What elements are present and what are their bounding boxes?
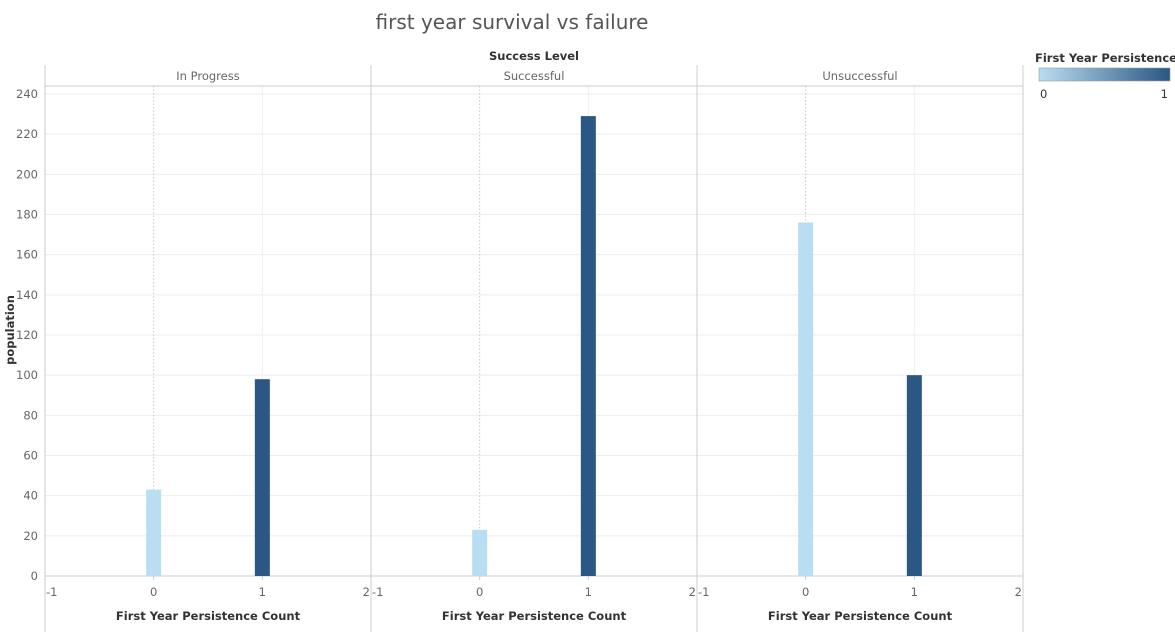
x-tick-label: 2 bbox=[363, 585, 370, 599]
x-axis-title: First Year Persistence Count bbox=[768, 609, 953, 623]
x-axis-title: First Year Persistence Count bbox=[442, 609, 627, 623]
bar[interactable] bbox=[472, 529, 488, 576]
legend-title: First Year Persistence .. bbox=[1035, 51, 1175, 65]
x-tick-label: -1 bbox=[698, 585, 709, 599]
y-tick-label: 120 bbox=[16, 328, 38, 342]
x-tick-label: -1 bbox=[372, 585, 383, 599]
chart-title: first year survival vs failure bbox=[376, 10, 649, 34]
bars bbox=[146, 116, 922, 577]
panel-label-unsuccessful: Unsuccessful bbox=[822, 69, 897, 83]
y-tick-label: 160 bbox=[16, 248, 38, 262]
x-tick-label: 1 bbox=[911, 585, 918, 599]
legend-max-label: 1 bbox=[1161, 87, 1168, 101]
x-tick-label: 0 bbox=[150, 585, 157, 599]
legend-min-label: 0 bbox=[1040, 87, 1047, 101]
panel-label-in-progress: In Progress bbox=[176, 69, 239, 83]
bar[interactable] bbox=[798, 222, 814, 577]
y-tick-label: 80 bbox=[23, 408, 38, 422]
bar[interactable] bbox=[906, 375, 922, 576]
y-tick-label: 200 bbox=[16, 167, 38, 181]
panel-frames bbox=[44, 65, 1024, 632]
panel-label-successful: Successful bbox=[504, 69, 565, 83]
legend-color-ramp[interactable] bbox=[1038, 67, 1171, 82]
y-tick-label: 220 bbox=[16, 127, 38, 141]
y-tick-label: 100 bbox=[16, 368, 38, 382]
y-tick-label: 40 bbox=[23, 489, 38, 503]
x-tick-label: -1 bbox=[46, 585, 57, 599]
y-tick-label: 240 bbox=[16, 87, 38, 101]
facet-title: Success Level bbox=[489, 49, 579, 63]
y-tick-label: 140 bbox=[16, 288, 38, 302]
x-tick-label: 2 bbox=[1015, 585, 1022, 599]
x-tick-label: 1 bbox=[259, 585, 266, 599]
y-tick-label: 0 bbox=[31, 569, 38, 583]
y-axis-title: population bbox=[3, 295, 17, 365]
x-tick-label: 0 bbox=[476, 585, 483, 599]
y-tick-label: 180 bbox=[16, 208, 38, 222]
x-axis-title: First Year Persistence Count bbox=[116, 609, 301, 623]
x-tick-label: 1 bbox=[585, 585, 592, 599]
bar[interactable] bbox=[254, 379, 270, 576]
y-tick-label: 20 bbox=[23, 529, 38, 543]
gridlines bbox=[45, 86, 1023, 576]
bar[interactable] bbox=[580, 116, 596, 576]
legend: First Year Persistence .. 0 1 bbox=[1035, 51, 1175, 101]
y-tick-label: 60 bbox=[23, 449, 38, 463]
bar[interactable] bbox=[146, 489, 162, 576]
x-tick-label: 2 bbox=[689, 585, 696, 599]
x-tick-label: 0 bbox=[802, 585, 809, 599]
